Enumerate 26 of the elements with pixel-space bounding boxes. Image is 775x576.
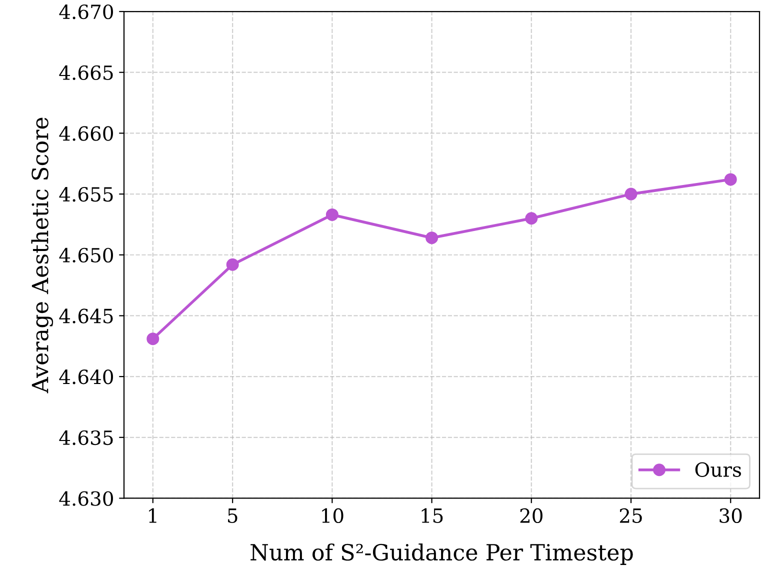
legend-label: Ours xyxy=(695,462,742,477)
y-tick-label: 4.645 xyxy=(59,308,113,324)
y-axis-title: Average Aesthetic Score xyxy=(31,118,54,394)
point xyxy=(326,208,338,221)
y-tick-label: 4.665 xyxy=(59,65,113,80)
y-tick-label: 4.650 xyxy=(59,248,113,263)
y-tick-label: 4.670 xyxy=(59,4,113,20)
point xyxy=(525,212,538,225)
x-tick-label: 20 xyxy=(520,508,542,524)
x-tick-label: 1 xyxy=(149,508,156,523)
y-tick-label: 4.630 xyxy=(59,491,113,506)
y-tick-label: 4.635 xyxy=(59,430,113,446)
x-tick-label: 10 xyxy=(322,508,344,524)
point xyxy=(146,332,160,346)
y-tick-label: 4.640 xyxy=(59,370,113,384)
y-tick-label: 4.660 xyxy=(59,126,113,141)
x-tick-label: 15 xyxy=(422,508,443,524)
point xyxy=(724,173,737,186)
x-tick-label: 5 xyxy=(228,508,238,524)
x-axis-title: Num of S²-Guidance Per Timestep xyxy=(250,543,633,565)
x-tick-label: 25 xyxy=(620,508,642,524)
y-tick-label: 4.655 xyxy=(59,186,113,202)
x-tick-label: 30 xyxy=(720,508,742,524)
point xyxy=(426,232,438,244)
point xyxy=(226,258,239,271)
point xyxy=(624,188,638,200)
